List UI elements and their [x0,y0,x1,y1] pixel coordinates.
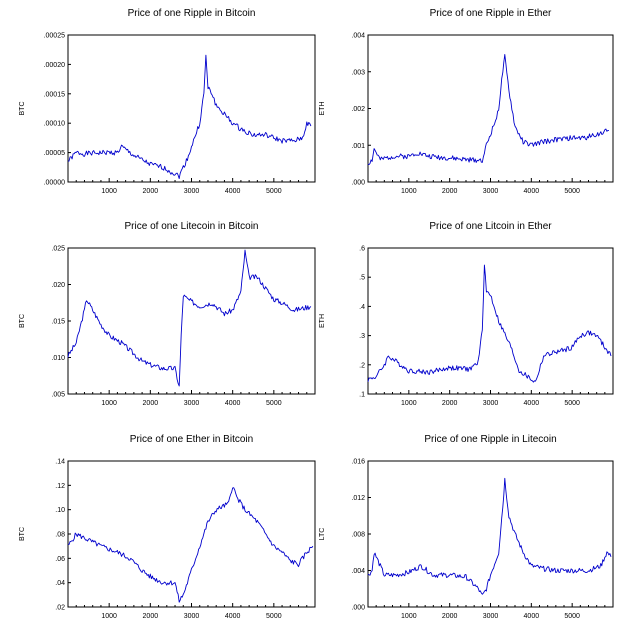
plot-frame [67,460,316,608]
x-tick-label: 3000 [184,188,200,195]
y-tick-label: .004 [351,568,365,575]
series-line [67,249,312,387]
y-tick-label: .04 [55,580,65,587]
y-tick-label: .00015 [44,91,66,98]
x-tick-label: 2000 [442,400,458,407]
x-tick-label: 3000 [184,613,200,620]
y-tick-label: .016 [351,459,365,466]
x-tick-label: 4000 [524,188,540,195]
y-tick-label: .004 [351,33,365,40]
x-tick-label: 1000 [401,613,417,620]
x-tick-label: 5000 [564,188,580,195]
y-tick-label: .2 [359,362,365,369]
y-tick-label: .012 [351,495,365,502]
x-tick-label: 1000 [101,400,117,407]
y-tick-label: .008 [351,532,365,539]
x-tick-label: 3000 [184,400,200,407]
series-line [367,477,612,595]
chart-title: Price of one Litcoin in Ether [429,221,552,232]
x-tick-label: 2000 [143,400,159,407]
y-tick-label: .10 [55,507,65,514]
chart-title: Price of one Ripple in Litecoin [424,434,556,445]
x-tick-label: 4000 [524,613,540,620]
plot-frame [67,34,316,183]
x-tick-label: 1000 [401,188,417,195]
y-tick-label: .003 [351,69,365,76]
y-axis-label: ETH [319,102,326,116]
plot-frame [367,460,614,608]
x-tick-label: 3000 [483,188,499,195]
x-tick-label: 2000 [143,188,159,195]
y-tick-label: .00010 [44,121,66,128]
y-tick-label: .00005 [44,150,66,157]
x-tick-label: 4000 [225,188,241,195]
y-tick-label: .00000 [44,180,66,187]
x-tick-label: 5000 [266,400,282,407]
y-tick-label: .1 [359,392,365,399]
chart-title: Price of one Ripple in Bitcoin [128,8,256,19]
plot-frame [367,247,614,395]
y-axis-label: BTC [19,102,26,116]
y-tick-label: .08 [55,532,65,539]
y-tick-label: .12 [55,483,65,490]
y-tick-label: .3 [359,333,365,340]
plot-frame [367,34,614,183]
y-tick-label: .14 [55,459,65,466]
y-tick-label: .020 [51,282,65,289]
x-tick-label: 4000 [225,400,241,407]
x-tick-label: 1000 [401,400,417,407]
y-tick-label: .5 [359,275,365,282]
x-tick-label: 4000 [524,400,540,407]
x-tick-label: 2000 [442,613,458,620]
y-tick-label: .000 [351,180,365,187]
x-tick-label: 1000 [101,188,117,195]
y-tick-label: .00025 [44,33,66,40]
chart-title: Price of one Ripple in Ether [430,8,552,19]
y-tick-label: .6 [359,246,365,253]
series-line [67,54,312,180]
y-tick-label: .00020 [44,62,66,69]
y-tick-label: .000 [351,605,365,612]
y-tick-label: .001 [351,143,365,150]
y-tick-label: .010 [51,355,65,362]
y-axis-label: ETH [319,314,326,328]
chart-panel-6: Price of one Ripple in Litecoin LTC .000 .0… [319,434,614,620]
chart-panel-5: Price of one Ether in Bitcoin BTC .02 .04 .0… [19,434,316,620]
plot-frame [67,247,316,395]
y-tick-label: .4 [359,304,365,311]
series-line [67,487,314,603]
y-axis-label: BTC [19,314,26,328]
y-tick-label: .02 [55,605,65,612]
x-tick-label: 5000 [564,400,580,407]
y-axis-label: LTC [319,528,326,541]
chart-panel-3: Price of one Litecoin in Bitcoin BTC .005.… [19,221,316,407]
y-tick-label: .002 [351,106,365,113]
chart-panel-2: Price of one Ripple in Ether ETH .000 .001.… [319,8,614,195]
x-tick-label: 4000 [225,613,241,620]
series-line [367,54,609,166]
y-tick-label: .025 [51,246,65,253]
y-tick-label: .015 [51,319,65,326]
x-tick-label: 5000 [564,613,580,620]
chart-title: Price of one Ether in Bitcoin [130,434,253,445]
x-tick-label: 5000 [266,613,282,620]
series-line [367,264,612,383]
x-tick-label: 1000 [101,613,117,620]
y-tick-label: .06 [55,556,65,563]
y-axis-label: BTC [19,527,26,541]
chart-panel-4: Price of one Litcoin in Ether ETH .1 .2 .3 .4… [319,221,614,407]
x-tick-label: 5000 [266,188,282,195]
y-tick-label: .005 [51,392,65,399]
chart-title: Price of one Litecoin in Bitcoin [125,221,259,232]
x-tick-label: 3000 [483,613,499,620]
x-tick-label: 2000 [143,613,159,620]
x-tick-label: 3000 [483,400,499,407]
x-tick-label: 2000 [442,188,458,195]
chart-panel-1: Price of one Ripple in Bitcoin BTC .00000.… [19,8,316,195]
